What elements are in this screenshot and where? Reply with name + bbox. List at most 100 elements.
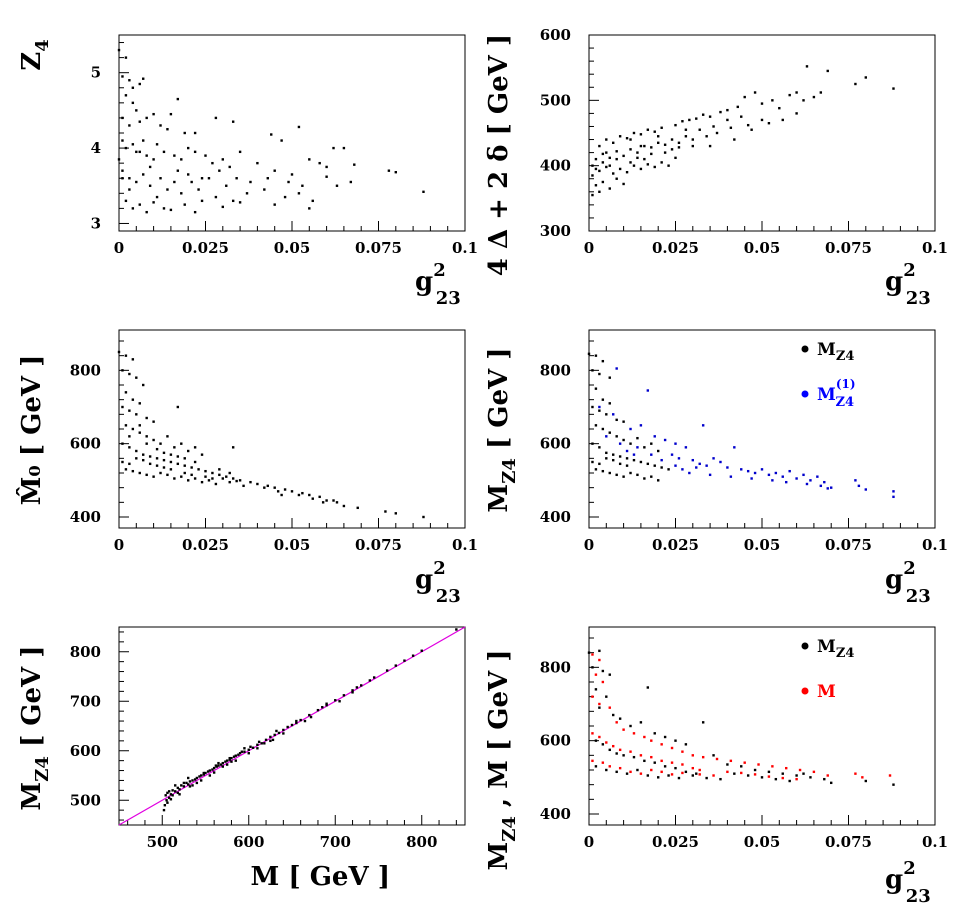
data-point	[639, 460, 643, 464]
data-point	[594, 184, 598, 187]
data-point	[643, 735, 646, 739]
data-point	[781, 118, 784, 122]
data-point	[166, 435, 169, 438]
data-point	[591, 164, 594, 167]
data-point	[191, 784, 194, 787]
data-point	[639, 721, 643, 724]
data-point	[729, 126, 733, 129]
data-point	[135, 457, 138, 460]
data-point	[169, 798, 173, 801]
data-point	[594, 167, 598, 171]
data-point	[286, 725, 289, 729]
x-tick-label: 0.075	[825, 239, 872, 257]
data-point	[594, 765, 598, 768]
data-point	[632, 458, 636, 462]
data-point	[191, 779, 194, 782]
data-point	[660, 126, 663, 129]
data-point	[152, 438, 155, 442]
data-point	[688, 471, 691, 475]
data-point	[211, 471, 214, 475]
data-point	[338, 700, 341, 703]
data-point	[757, 763, 760, 766]
data-point	[218, 468, 221, 471]
data-point	[774, 777, 778, 781]
data-point	[152, 201, 155, 204]
legend-sup: (1)	[836, 377, 856, 391]
data-point	[726, 763, 729, 766]
y-tick-label: 3	[91, 214, 101, 232]
data-point	[204, 771, 207, 775]
data-point	[225, 763, 229, 766]
data-point	[608, 187, 611, 190]
data-point	[193, 460, 197, 464]
data-point	[297, 493, 301, 497]
data-point	[225, 184, 228, 187]
data-point	[684, 446, 688, 449]
data-point	[199, 774, 203, 777]
data-point	[746, 774, 750, 777]
data-point	[750, 477, 753, 480]
y-axis-label: MZ4 [ GeV ]	[484, 347, 520, 512]
data-point	[193, 131, 197, 135]
data-point	[221, 205, 224, 209]
data-point	[273, 733, 276, 737]
data-point	[864, 779, 867, 783]
data-point	[674, 156, 677, 160]
data-point	[639, 167, 643, 171]
data-point	[660, 770, 663, 774]
data-point	[124, 199, 128, 203]
data-point	[695, 117, 698, 120]
data-point	[308, 207, 311, 210]
data-point	[240, 750, 244, 753]
data-point	[746, 469, 750, 473]
data-point	[712, 125, 715, 128]
data-point	[308, 713, 311, 717]
data-point	[598, 190, 601, 193]
plot-frame	[588, 34, 936, 232]
data-point	[155, 457, 159, 460]
y-label-sub: 4	[32, 39, 53, 52]
data-point	[598, 658, 601, 662]
data-point	[368, 679, 372, 682]
data-point	[117, 350, 121, 354]
data-point	[625, 137, 629, 140]
data-point	[231, 446, 235, 449]
data-point	[128, 462, 131, 466]
data-point	[217, 764, 220, 767]
legend-main: M	[817, 682, 836, 702]
data-point	[164, 794, 167, 797]
data-point	[124, 94, 128, 97]
data-point	[788, 779, 791, 783]
data-point	[663, 765, 667, 768]
data-point	[657, 449, 660, 453]
data-point	[632, 732, 636, 735]
data-point	[128, 124, 131, 127]
y-tick-label: 700	[70, 692, 101, 710]
data-point	[218, 169, 221, 172]
data-point	[774, 471, 778, 475]
data-point	[142, 453, 145, 456]
data-point	[684, 770, 688, 774]
data-point	[691, 144, 694, 148]
data-point	[280, 493, 283, 497]
data-point	[135, 449, 138, 453]
data-point	[705, 135, 708, 138]
legend-entry: MZ4	[817, 340, 854, 364]
data-point	[892, 495, 895, 499]
data-point	[674, 123, 677, 127]
data-point	[812, 95, 816, 99]
data-point	[138, 402, 141, 405]
data-point	[142, 139, 145, 142]
data-point	[162, 150, 166, 154]
data-point	[681, 120, 684, 123]
data-point	[152, 158, 155, 161]
data-point	[148, 184, 152, 187]
data-point	[618, 748, 622, 752]
data-point	[169, 460, 173, 464]
data-point	[605, 741, 608, 744]
data-point	[187, 479, 190, 482]
data-point	[202, 771, 205, 775]
data-point	[183, 203, 186, 206]
data-point	[325, 165, 328, 169]
x-tick-label: 0.05	[274, 536, 311, 554]
